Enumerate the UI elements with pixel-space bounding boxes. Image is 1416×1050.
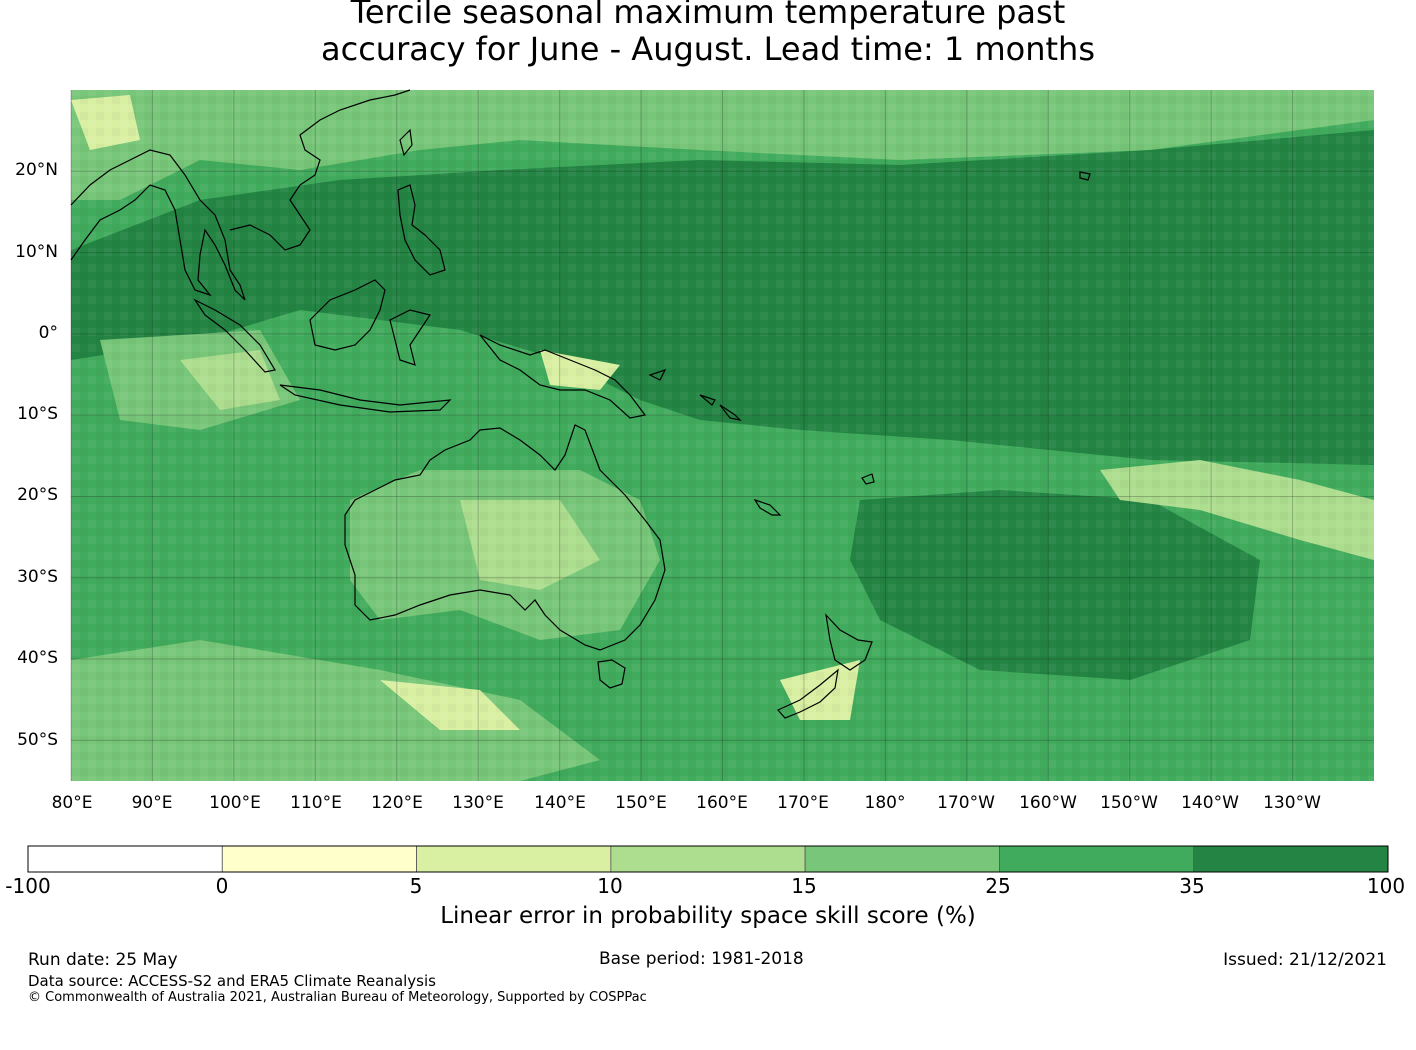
title-line-1: Tercile seasonal maximum temperature pas… (350, 0, 1066, 31)
lat-label-0: 0° (38, 323, 58, 343)
lon-label-100e: 100°E (209, 793, 261, 813)
skill-score-map (70, 89, 1374, 781)
coast-new-guinea (479, 334, 647, 419)
lon-label-120e: 120°E (371, 793, 423, 813)
title-line-2: accuracy for June - August. Lead time: 1… (321, 30, 1095, 68)
lat-label-40s: 40°S (17, 648, 58, 668)
colorbar-tick-35: 35 (1179, 874, 1205, 898)
lon-label-130w: 130°W (1263, 793, 1321, 813)
lat-label-50s: 50°S (17, 730, 58, 750)
issued-date: Issued: 21/12/2021 (1223, 950, 1387, 970)
colorbar-tick-5: 5 (409, 874, 423, 898)
lon-label-150e: 150°E (615, 793, 667, 813)
colorbar-tick-10: 10 (597, 874, 623, 898)
coast-tasmania (597, 659, 626, 689)
field-texture (71, 90, 1374, 781)
coast-new-caledonia (753, 498, 782, 516)
coastlines (70, 89, 1091, 719)
colorbar-tick-neg100: -100 (5, 874, 51, 898)
lat-label-20s: 20°S (17, 485, 58, 505)
lon-label-160w: 160°W (1019, 793, 1077, 813)
copyright: © Commonwealth of Australia 2021, Austra… (28, 990, 647, 1005)
lon-label-130e: 130°E (452, 793, 504, 813)
colorbar-label: Linear error in probability space skill … (440, 903, 976, 929)
coast-solomons (648, 368, 742, 421)
coast-philippines (397, 184, 446, 276)
coast-sumatra (193, 298, 276, 373)
coast-taiwan (399, 128, 413, 157)
base-period: Base period: 1981-2018 (599, 949, 804, 969)
lon-label-160e: 160°E (696, 793, 748, 813)
lon-label-180: 180° (864, 793, 906, 813)
lat-label-20n: 20°N (15, 160, 58, 180)
run-date: Run date: 25 May (28, 950, 178, 970)
lon-label-140e: 140°E (534, 793, 586, 813)
lon-label-150w: 150°W (1100, 793, 1158, 813)
coast-australia (344, 424, 666, 651)
map-title: Tercile seasonal maximum temperature pas… (0, 0, 1416, 68)
coast-indochina (229, 89, 411, 251)
lon-label-140w: 140°W (1181, 793, 1239, 813)
lon-label-80e: 80°E (51, 793, 93, 813)
coast-borneo (309, 279, 386, 351)
coast-fiji (861, 473, 875, 485)
coast-nz-south (777, 668, 839, 719)
lon-label-170e: 170°E (777, 793, 829, 813)
lon-label-170w: 170°W (937, 793, 995, 813)
data-source: Data source: ACCESS-S2 and ERA5 Climate … (28, 972, 436, 990)
lat-label-10s: 10°S (17, 404, 58, 424)
lat-label-30s: 30°S (17, 567, 58, 587)
coast-java (279, 384, 452, 413)
gridlines (70, 90, 1374, 781)
colorbar-tick-25: 25 (985, 874, 1011, 898)
lon-label-90e: 90°E (131, 793, 173, 813)
colorbar-tick-15: 15 (791, 874, 817, 898)
coast-hawaii (1079, 171, 1091, 181)
coast-nz-north (825, 613, 873, 671)
colorbar-tick-0: 0 (215, 874, 229, 898)
coast-asia-mainland (70, 149, 246, 301)
lon-label-110e: 110°E (290, 793, 342, 813)
skill-field (71, 90, 1374, 781)
coast-sulawesi (389, 309, 431, 366)
colorbar-tick-100: 100 (1366, 874, 1406, 898)
lat-label-10n: 10°N (15, 242, 58, 262)
